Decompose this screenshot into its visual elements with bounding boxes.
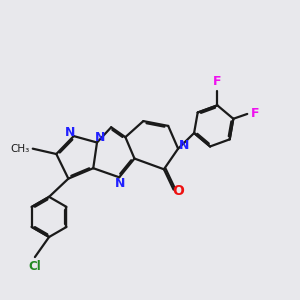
Text: CH₃: CH₃ (11, 144, 30, 154)
Text: N: N (179, 139, 189, 152)
Text: N: N (116, 177, 126, 190)
Text: F: F (213, 75, 222, 88)
Text: N: N (95, 131, 105, 144)
Text: Cl: Cl (28, 260, 41, 273)
Text: F: F (250, 107, 259, 120)
Text: N: N (65, 126, 76, 140)
Text: O: O (172, 184, 184, 198)
